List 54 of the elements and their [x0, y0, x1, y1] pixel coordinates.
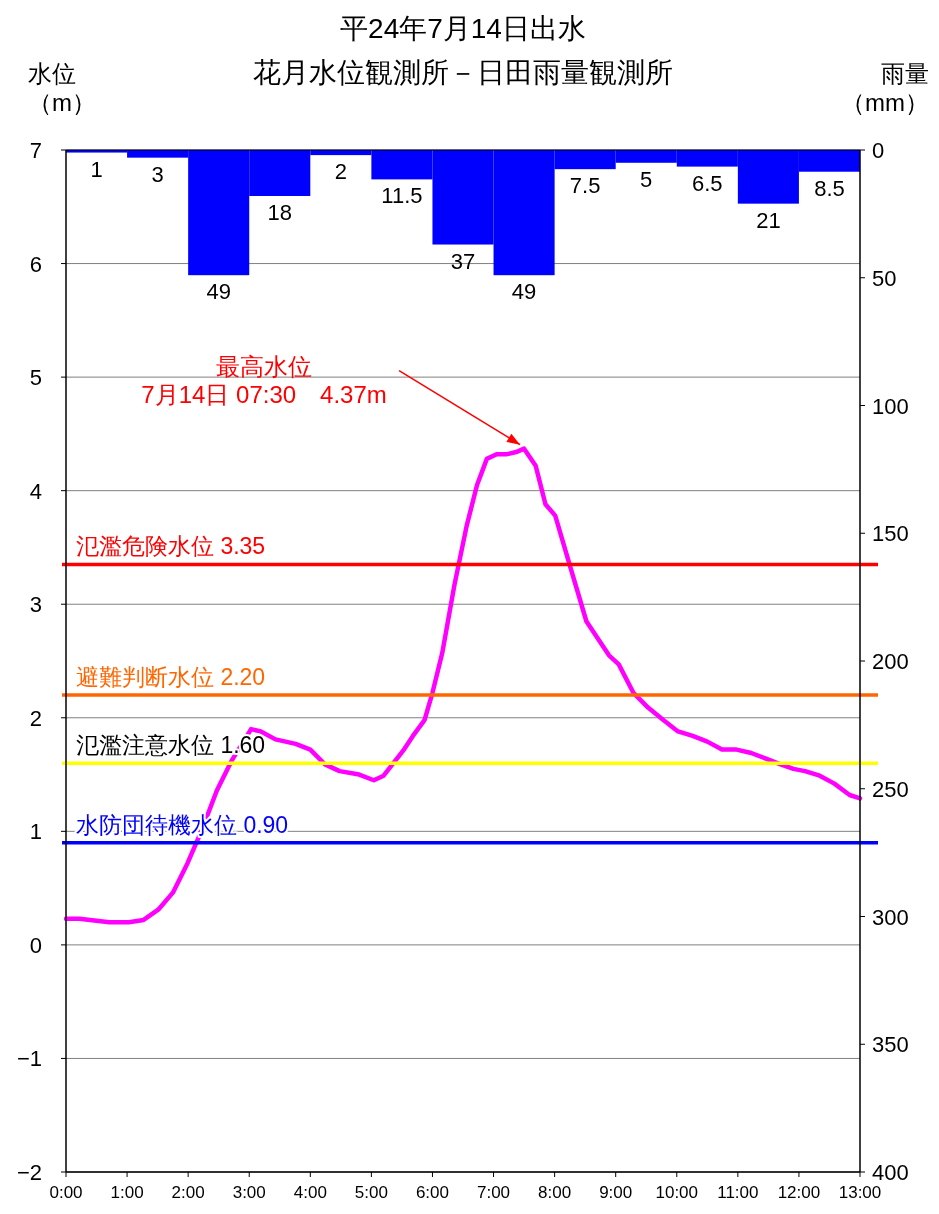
y2-tick-label: 150: [872, 521, 909, 547]
data-label: 2: [334, 159, 347, 185]
y-tick-label: 7: [29, 138, 42, 163]
x-tick-label: 5:00: [354, 1183, 388, 1202]
x-tick-label: 2:00: [171, 1183, 205, 1202]
data-label: 11.5: [381, 183, 423, 209]
x-tick-label: 7:00: [476, 1183, 511, 1202]
y-tick-label: 3: [29, 592, 42, 618]
y-tick-label: −1: [16, 1046, 42, 1072]
x-tick-label: 8:00: [538, 1183, 572, 1202]
data-label: 6.5: [692, 170, 723, 196]
x-tick-label: 11:00: [717, 1183, 759, 1202]
x-tick-label: 4:00: [293, 1183, 327, 1202]
ref-line-label: 氾濫危険水位 3.35: [76, 533, 266, 560]
y-tick-label: −2: [16, 1160, 42, 1185]
ref-line-label: 避難判断水位 2.20: [76, 664, 266, 691]
annotation: 最高水位 7月14日 07:30 4.37m: [141, 352, 387, 409]
y2-axis-title: 雨量（mm）: [841, 60, 929, 116]
y2-tick-label: 300: [872, 904, 909, 930]
y2-tick-label: 400: [872, 1160, 909, 1185]
x-tick-label: 9:00: [599, 1183, 633, 1202]
x-tick-label: 13:00: [838, 1183, 882, 1202]
line-series: [63, 446, 863, 925]
x-tick-label: 10:00: [655, 1183, 699, 1202]
x-tick-label: 1:00: [110, 1183, 144, 1202]
y2-tick-label: 350: [872, 1032, 909, 1058]
data-label: 1: [90, 156, 103, 182]
data-label: 7.5: [569, 173, 601, 199]
data-label: 21: [756, 207, 781, 233]
y2-tick-label: 250: [872, 776, 909, 802]
x-tick-label: 0:00: [49, 1183, 83, 1202]
y-tick-label: 5: [29, 365, 42, 391]
y2-tick-label: 100: [872, 393, 909, 419]
y-tick-label: 0: [29, 932, 42, 958]
x-tick-label: 3:00: [232, 1183, 266, 1202]
data-label: 49: [511, 279, 537, 305]
chart-subtitle: 花月水位観測所－日田雨量観測所: [253, 57, 673, 88]
data-label: 37: [450, 248, 476, 274]
y2-tick-label: 200: [872, 649, 909, 674]
y-tick-label: 2: [29, 705, 42, 731]
data-label: 49: [206, 279, 231, 305]
data-label: 18: [267, 199, 293, 225]
data-label: 5: [640, 166, 653, 192]
x-tick-label: 12:00: [777, 1183, 821, 1202]
y2-tick-label: 50: [872, 265, 897, 291]
data-label: 3: [151, 161, 164, 187]
y-tick-label: 1: [29, 819, 42, 845]
data-label: 8.5: [814, 175, 845, 201]
y-tick-label: 6: [29, 251, 42, 277]
x-tick-label: 6:00: [415, 1183, 450, 1202]
y-tick-label: 4: [29, 478, 42, 504]
y2-tick-label: 0: [872, 138, 885, 163]
chart-title: 平24年7月14日出水: [340, 13, 586, 44]
y-axis-title: 水位（m）: [28, 60, 96, 116]
